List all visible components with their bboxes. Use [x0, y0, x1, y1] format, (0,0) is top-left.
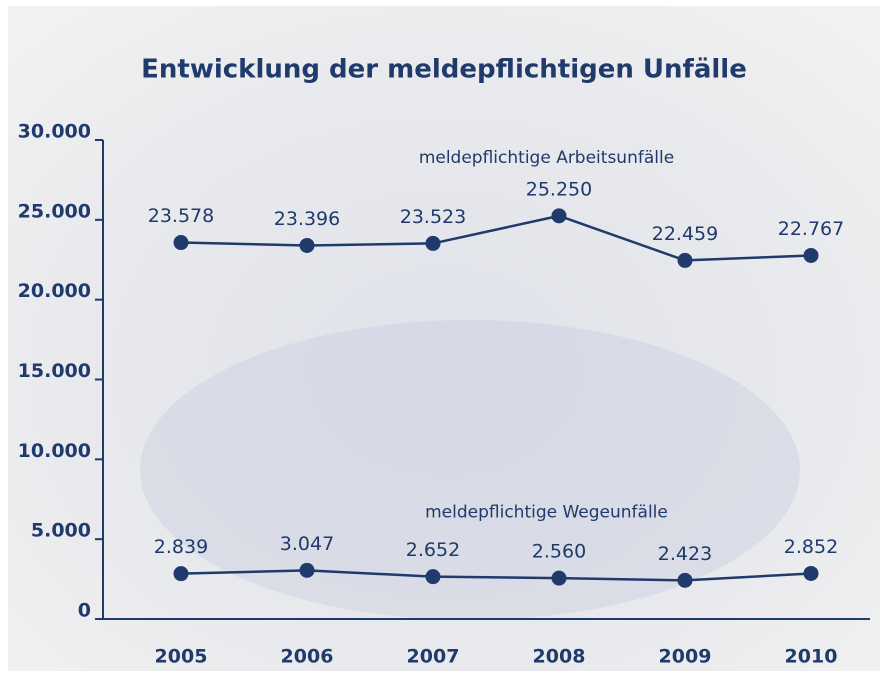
value-label: 23.578	[148, 205, 214, 227]
y-tick-label: 10.000	[18, 440, 91, 462]
y-tick-label: 20.000	[18, 280, 91, 302]
value-label: 25.250	[526, 178, 592, 200]
value-label: 2.652	[406, 539, 460, 561]
value-label: 22.767	[778, 218, 844, 240]
point	[174, 566, 189, 581]
value-label: 2.839	[154, 536, 208, 558]
point	[678, 573, 693, 588]
y-tick-label: 30.000	[18, 121, 91, 143]
chart: Entwicklung der meldepflichtigen Unfälle…	[0, 0, 888, 677]
x-tick-label: 2007	[407, 646, 460, 668]
x-tick-label: 2009	[659, 646, 712, 668]
point	[804, 248, 819, 263]
series-label: meldepflichtige Wegeunfälle	[425, 502, 668, 522]
y-tick-label: 0	[78, 600, 91, 622]
point	[300, 238, 315, 253]
value-label: 23.396	[274, 208, 340, 230]
point	[174, 235, 189, 250]
chart-title: Entwicklung der meldepflichtigen Unfälle	[141, 55, 747, 85]
background-shape	[140, 320, 800, 620]
point	[804, 566, 819, 581]
value-label: 22.459	[652, 223, 718, 245]
point	[300, 563, 315, 578]
x-tick-label: 2010	[785, 646, 838, 668]
point	[426, 569, 441, 584]
value-label: 3.047	[280, 533, 334, 555]
y-tick-label: 25.000	[18, 200, 91, 222]
x-tick-label: 2005	[155, 646, 208, 668]
y-tick-label: 15.000	[18, 360, 91, 382]
y-tick-label: 5.000	[31, 520, 91, 542]
series-label: meldepflichtige Arbeitsunfälle	[419, 148, 674, 168]
point	[552, 571, 567, 586]
point	[678, 253, 693, 268]
value-label: 2.560	[532, 541, 586, 563]
x-tick-label: 2008	[533, 646, 586, 668]
point	[426, 236, 441, 251]
value-label: 2.423	[658, 543, 712, 565]
x-tick-label: 2006	[281, 646, 334, 668]
point	[552, 208, 567, 223]
value-label: 23.523	[400, 206, 466, 228]
value-label: 2.852	[784, 536, 838, 558]
